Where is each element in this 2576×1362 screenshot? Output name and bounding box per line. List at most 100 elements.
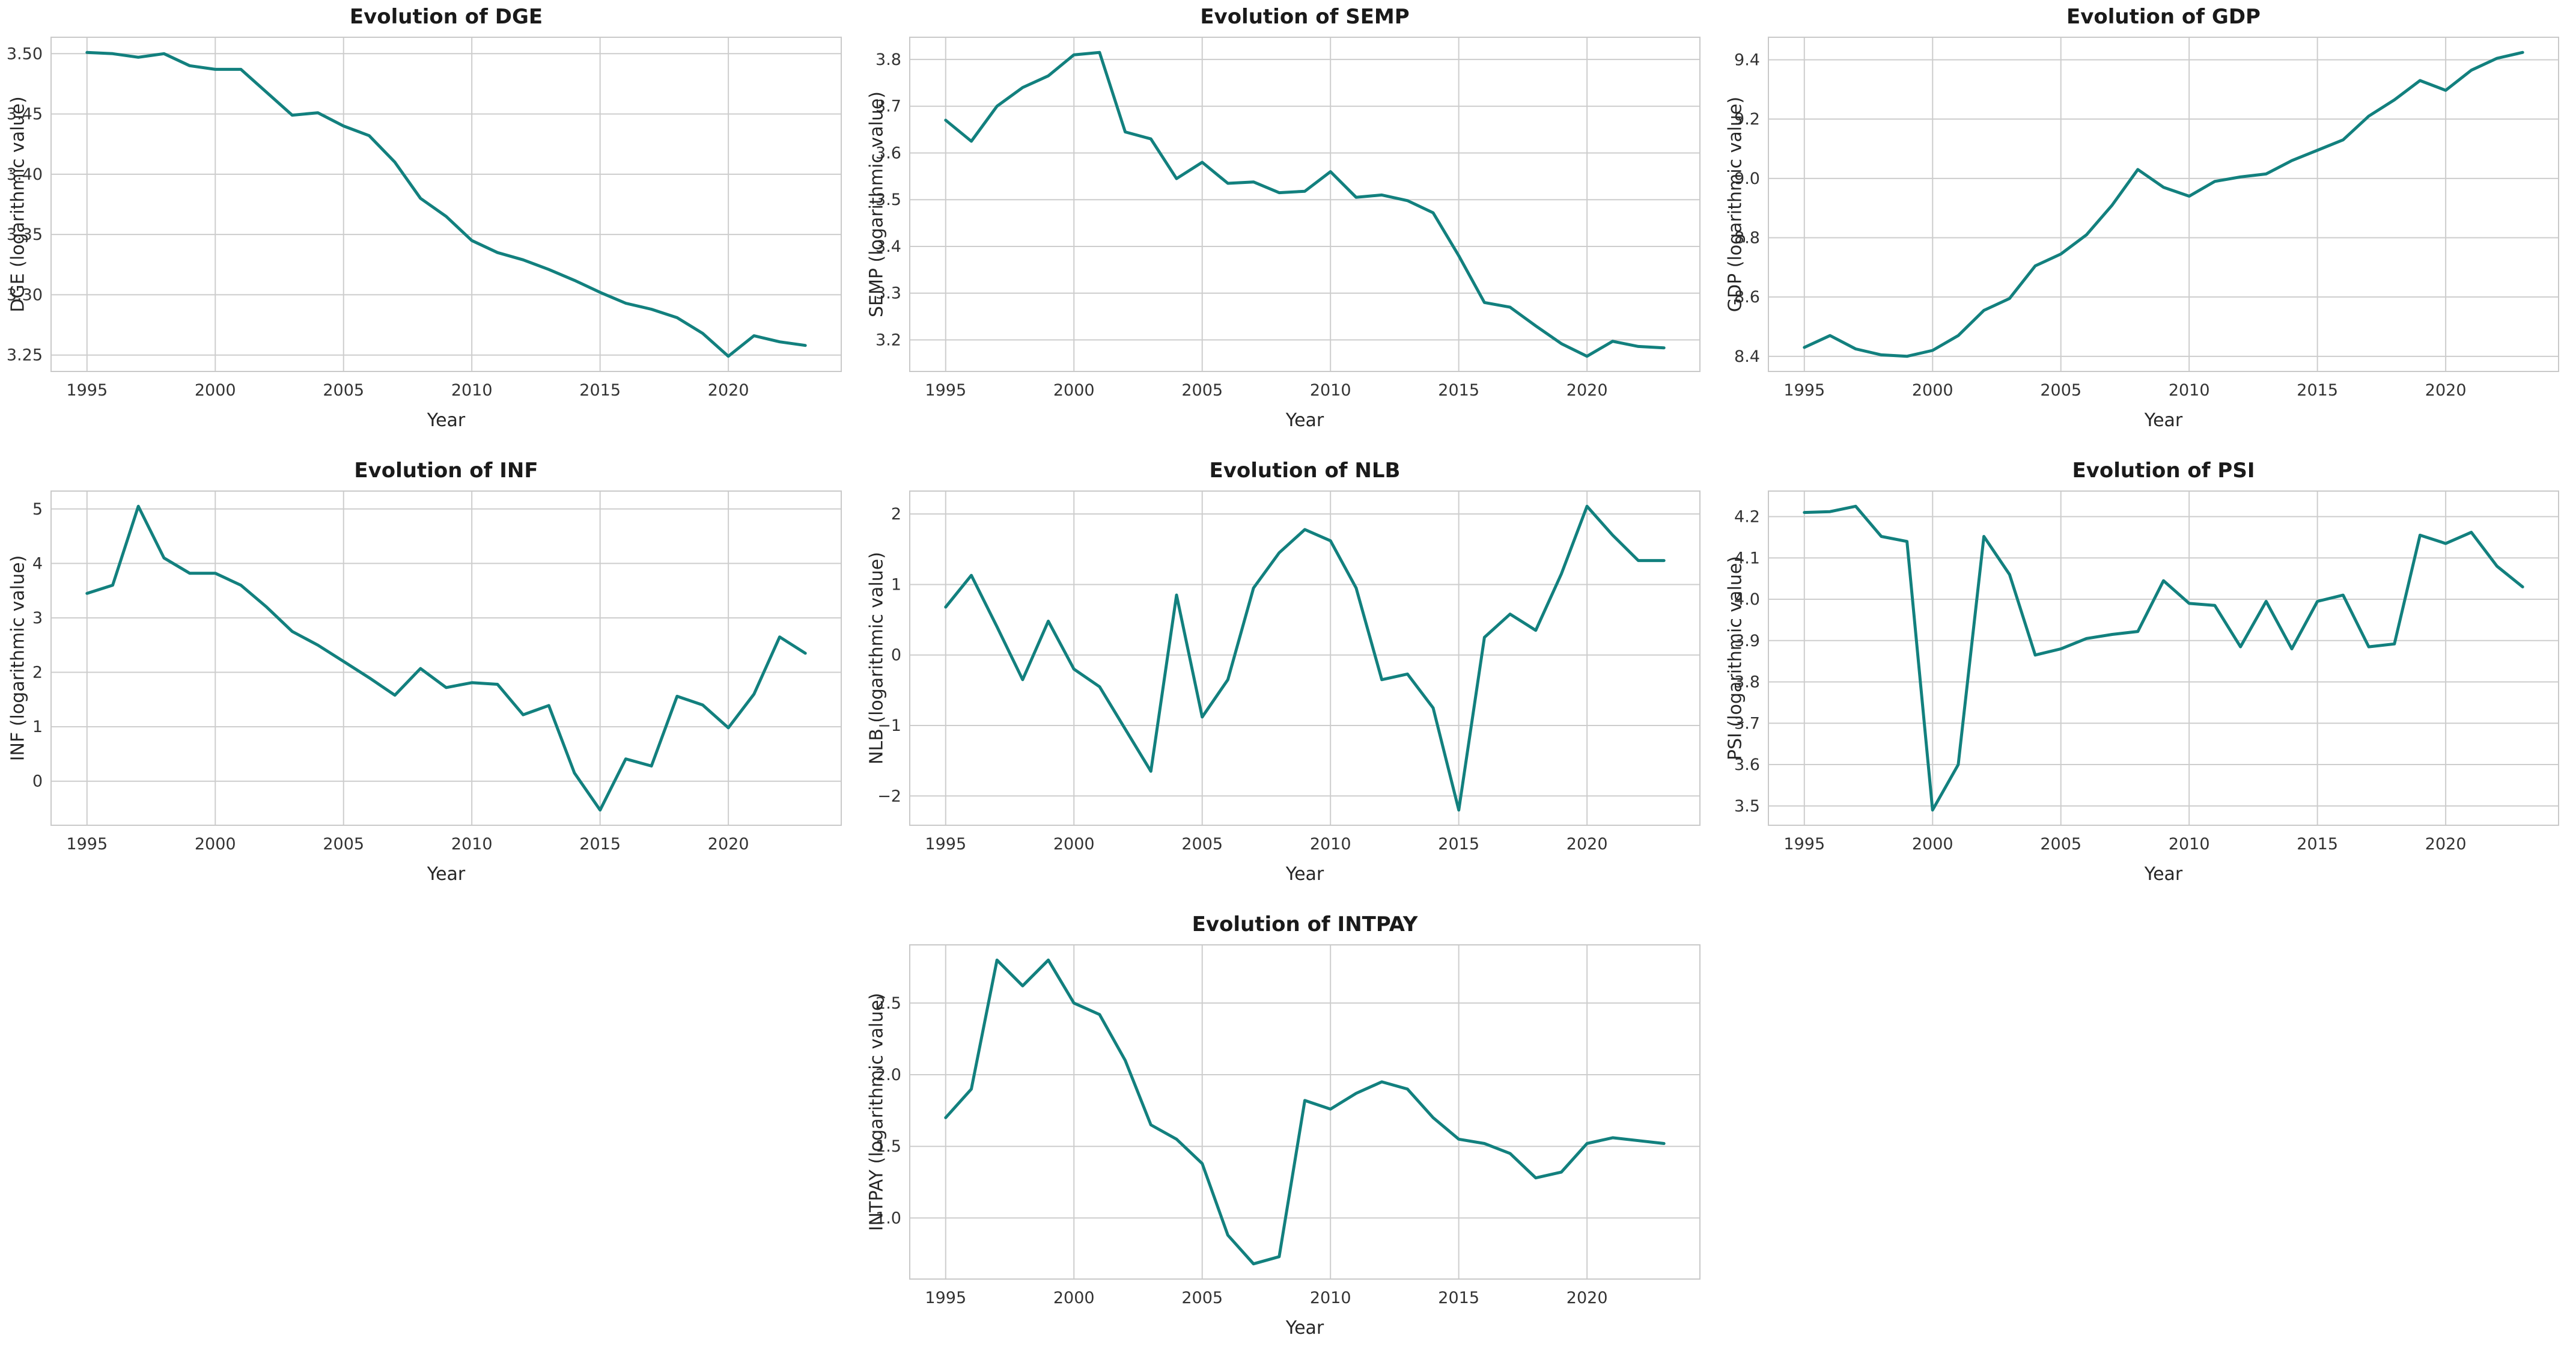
- plot-canvas: 1995 2000 2005 2010 2015 2020 0 1 2 3 4 5: [32, 490, 842, 854]
- x-axis-tick-label: 1995: [925, 1289, 966, 1307]
- x-axis-tick-label: 2010: [2169, 835, 2210, 854]
- x-axis-tick-label: 2020: [708, 835, 749, 854]
- y-axis-tick-label: 3.6: [1734, 756, 1760, 774]
- y-axis-tick-label: 1.0: [875, 1209, 901, 1227]
- y-axis-tick-label: 5: [32, 500, 43, 519]
- plot-border: [50, 490, 842, 826]
- x-axis-tick-label: 1995: [1783, 835, 1825, 854]
- y-axis-tick-label: 3.5: [875, 191, 901, 209]
- data-line-series: [1803, 50, 2524, 358]
- plot-border: [1768, 490, 2559, 826]
- x-axis-tick-label: 1995: [1783, 381, 1825, 400]
- x-axis-tick-label: 2000: [195, 381, 236, 400]
- x-axis-tick-label: 2015: [1438, 381, 1479, 400]
- plot-area: [910, 491, 1700, 825]
- y-axis-tick-label: −1: [877, 716, 901, 735]
- plot-area: [1768, 37, 2559, 371]
- y-axis-tick-label: 3.7: [875, 97, 901, 116]
- plot-area: [910, 37, 1700, 371]
- y-axis-label: INTPAY (logarithmic value): [866, 992, 888, 1232]
- x-axis-tick-label: 1995: [66, 835, 108, 854]
- plot-border: [50, 37, 842, 372]
- y-axis-tick-label: 8.8: [1734, 229, 1760, 248]
- x-axis-tick-label: 2005: [323, 835, 364, 854]
- y-axis-tick-label: 3.4: [875, 237, 901, 256]
- y-axis-label: PSI (logarithmic value): [1725, 555, 1746, 761]
- y-axis-label: SEMP (logarithmic value): [866, 91, 888, 318]
- y-axis-tick-label: 3.7: [1734, 714, 1760, 733]
- x-axis-label: Year: [427, 864, 466, 885]
- plot-canvas: 1995 2000 2005 2010 2015 2020 3.5 3.6 3.7 3.8 3.9 4…: [1734, 490, 2559, 854]
- y-axis-tick-label: 4.2: [1734, 507, 1760, 526]
- data-line-series: [85, 50, 807, 358]
- plot-area: [51, 491, 841, 825]
- y-axis-tick-label: 0: [32, 772, 43, 791]
- y-axis-tick-label: 1.5: [875, 1137, 901, 1156]
- x-axis-tick-label: 2005: [1181, 1289, 1223, 1307]
- chart-title: Evolution of GDP: [2066, 5, 2261, 29]
- x-axis-tick-label: 2020: [2425, 381, 2467, 400]
- plot-border: [909, 37, 1701, 372]
- x-axis-tick-label: 2015: [579, 381, 621, 400]
- x-axis-label: Year: [2144, 410, 2183, 431]
- x-axis-tick-label: 1995: [925, 835, 966, 854]
- data-line-series: [944, 958, 1666, 1266]
- x-axis-tick-label: 2015: [579, 835, 621, 854]
- x-axis-tick-label: 2010: [451, 381, 493, 400]
- y-axis-tick-label: 3.5: [1734, 797, 1760, 816]
- x-axis-label: Year: [2144, 864, 2183, 885]
- y-axis-label: INF (logarithmic value): [7, 555, 29, 762]
- x-axis-tick-label: 1995: [925, 381, 966, 400]
- x-axis-tick-label: 2020: [1567, 1289, 1608, 1307]
- plot-canvas: 1995 2000 2005 2010 2015 2020 8.4 8.6 8.8 9.0 9.2 9…: [1734, 37, 2559, 400]
- y-axis-tick-label: 3.6: [875, 144, 901, 162]
- y-axis-tick-label: 3.8: [875, 50, 901, 69]
- x-axis-label: Year: [1285, 864, 1324, 885]
- plot-area: [910, 945, 1700, 1279]
- x-axis-tick-label: 2020: [708, 381, 749, 400]
- chart-title: Evolution of PSI: [2072, 459, 2255, 483]
- y-axis-tick-label: 9.4: [1734, 50, 1760, 69]
- x-axis-tick-label: 2005: [323, 381, 364, 400]
- y-axis-label: NLB (logarithmic value): [866, 552, 888, 765]
- x-axis-label: Year: [1285, 1318, 1324, 1339]
- y-axis-tick-label: 4: [32, 554, 43, 573]
- x-axis-tick-label: 2015: [2297, 835, 2338, 854]
- y-axis-tick-label: 4.1: [1734, 549, 1760, 567]
- chart-evolution-of-intpay: Evolution of INTPAY 1995 2000 2005 2010 2015…: [859, 908, 1717, 1361]
- y-axis-tick-label: 3.50: [7, 44, 43, 63]
- y-axis-tick-label: 3.8: [1734, 673, 1760, 692]
- x-axis-tick-label: 2000: [1053, 835, 1095, 854]
- x-axis-tick-label: 2000: [195, 835, 236, 854]
- x-axis-label: Year: [1285, 410, 1324, 431]
- y-axis-tick-label: 3: [32, 609, 43, 628]
- y-axis-tick-label: 2: [891, 505, 901, 524]
- x-axis-tick-label: 2000: [1053, 1289, 1095, 1307]
- y-axis-tick-label: 3.40: [7, 165, 43, 184]
- y-axis-tick-label: 2: [32, 664, 43, 682]
- x-axis-tick-label: 2000: [1053, 381, 1095, 400]
- x-axis-tick-label: 2010: [1310, 381, 1351, 400]
- x-axis-tick-label: 2020: [1567, 835, 1608, 854]
- data-line-series: [85, 504, 807, 812]
- chart-evolution-of-nlb: Evolution of NLB 1995 2000 2005 2010 2015 202…: [859, 454, 1717, 908]
- y-axis-tick-label: 3.9: [1734, 632, 1760, 650]
- data-line-series: [1803, 504, 2524, 812]
- plot-area: [1768, 491, 2559, 825]
- y-axis-tick-label: 8.6: [1734, 288, 1760, 307]
- x-axis-tick-label: 2000: [1912, 381, 1953, 400]
- plot-canvas: 1995 2000 2005 2010 2015 2020 1.0 1.5 2.0 2.5: [875, 944, 1701, 1307]
- plot-canvas: 1995 2000 2005 2010 2015 2020 −2 −1 0 1 2: [877, 490, 1701, 854]
- x-axis-tick-label: 2015: [1438, 835, 1479, 854]
- plot-canvas: 1995 2000 2005 2010 2015 2020 3.2 3.3 3.4 3.5 3.6 3…: [875, 37, 1701, 400]
- chart-evolution-of-gdp: Evolution of GDP 1995 2000 2005 2010 2015 202…: [1717, 0, 2576, 454]
- x-axis-tick-label: 2010: [1310, 835, 1351, 854]
- y-axis-tick-label: 3.2: [875, 331, 901, 350]
- chart-title: Evolution of DGE: [349, 5, 543, 29]
- x-axis-tick-label: 1995: [66, 381, 108, 400]
- chart-evolution-of-dge: Evolution of DGE 1995 2000 2005 2010 2015 202…: [0, 0, 859, 454]
- x-axis-tick-label: 2005: [2040, 381, 2081, 400]
- y-axis-label: DGE (logarithmic value): [7, 96, 29, 313]
- x-axis-tick-label: 2005: [1181, 835, 1223, 854]
